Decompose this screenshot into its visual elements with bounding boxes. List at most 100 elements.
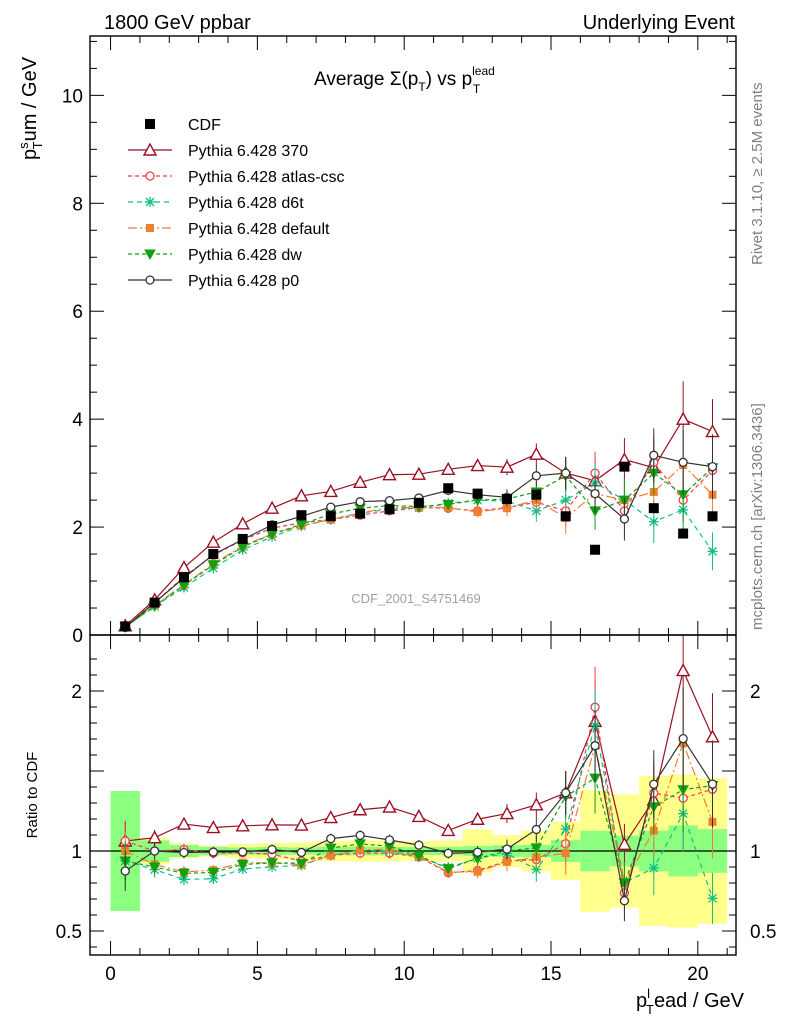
series-0-ratio-point (529, 797, 544, 811)
cdf-point (296, 510, 307, 521)
series-5-point (590, 488, 600, 499)
series-0-point (294, 488, 309, 502)
series-5-ratio-point (267, 844, 277, 855)
legend-label: Pythia 6.428 d6t (188, 195, 304, 212)
series-2-ratio-point (648, 863, 659, 874)
legend-marker-stroke (145, 197, 155, 207)
analysis-watermark: CDF_2001_S4751469 (351, 591, 480, 606)
series-4-ratio-point (266, 858, 278, 869)
series-4-ratio-point (413, 851, 425, 862)
cdf-point (443, 483, 454, 494)
legend-label: Pythia 6.428 default (188, 221, 330, 238)
ytick-label: 2 (72, 518, 83, 539)
series-3-ratio-point (326, 851, 335, 860)
series-0-ratio-point (675, 663, 691, 677)
series-2-point (560, 495, 571, 506)
ytick-label: 10 (62, 86, 83, 107)
series-3-point (502, 504, 511, 513)
series-5-ratio-point (619, 896, 630, 906)
series-5-ratio-point (472, 847, 483, 857)
header-right: Underlying Event (583, 12, 736, 34)
series-0-ratio-point (176, 816, 192, 830)
legend-marker (145, 197, 155, 207)
series-4-ratio-point (295, 858, 308, 870)
legend-label: Pythia 6.428 atlas-csc (188, 169, 345, 186)
series-5-ratio-point (149, 846, 160, 856)
ratio-ytick-label-right: 0.5 (750, 922, 776, 943)
series-5-ratio-point (120, 866, 130, 876)
cdf-point (149, 597, 160, 608)
series-5-ratio-point (179, 847, 189, 858)
series-0-ratio-point (206, 820, 221, 834)
ratio-frame (89, 634, 737, 956)
series-5-point (355, 497, 365, 507)
xtick-label: 10 (394, 964, 415, 985)
series-5-ratio-point (296, 847, 307, 858)
series-5-point (678, 457, 688, 467)
series-4-ratio-point (148, 862, 161, 874)
series-4-ratio-point (442, 864, 455, 875)
xtick-label: 20 (687, 964, 708, 985)
series-0-ratio-point (235, 818, 250, 832)
legend-marker (142, 142, 158, 156)
series-4-ratio-point (236, 859, 249, 871)
main-series-layer (118, 381, 720, 633)
series-0-ratio-point (617, 836, 632, 851)
series-5-ratio-point (326, 833, 336, 844)
cdf-point (531, 489, 542, 500)
legend-item-series-1: Pythia 6.428 atlas-csc (128, 169, 345, 186)
cdf-point (472, 488, 483, 499)
series-5-ratio-point (707, 779, 718, 789)
cdf-point (237, 533, 248, 544)
series-4-ratio-point (207, 867, 220, 879)
series-5-ratio-point (649, 779, 659, 789)
series-5-point (384, 495, 395, 506)
rivet-label: Rivet 3.1.10, ≥ 2.5M events (749, 83, 766, 266)
series-0-point (352, 474, 368, 488)
series-2-point-stroke (649, 517, 659, 527)
axes-frame: 0 5 10 15 20 0 2 4 6 8 10 0.5 0.5 1 1 2 2 (56, 35, 776, 985)
xlabel: pl Tead / GeV (636, 986, 745, 1017)
series-4-point (207, 560, 220, 571)
series-0-ratio-point (294, 817, 309, 831)
series-0-ratio-point (264, 817, 280, 831)
cdf-point (413, 497, 424, 508)
legend-label-cdf: CDF (188, 117, 221, 134)
series-0-point (441, 461, 456, 476)
cdf-point (355, 508, 366, 519)
cdf-data-points (120, 461, 718, 632)
series-4-ratio-point (324, 843, 337, 855)
cdf-point (648, 503, 659, 514)
ratio-ytick-label: 1 (71, 842, 82, 863)
series-4-ratio-point (530, 843, 543, 854)
series-0-point (206, 534, 221, 548)
ratio-ytick-label-right: 1 (750, 842, 761, 863)
legend-item-series-0: Pythia 6.428 370 (128, 142, 308, 160)
series-3-ratio-point (473, 867, 482, 876)
series-2-ratio-point-stroke (208, 874, 218, 884)
legend: CDF Pythia 6.428 370 Pythia 6.428 atlas-cs… (128, 117, 345, 290)
series-2-ratio-point (707, 893, 718, 904)
legend-marker (145, 171, 155, 181)
cdf-point (267, 520, 278, 531)
series-5-ratio-point (590, 741, 600, 751)
series-0-point (529, 446, 544, 460)
series-5-ratio-point (531, 824, 541, 835)
header-left: 1800 GeV ppbar (104, 12, 251, 34)
series-0-point (470, 458, 485, 472)
series-3-ratio-point (356, 846, 365, 855)
series-0-ratio-point (499, 806, 515, 820)
series-5-ratio-point (561, 788, 571, 798)
cdf-point (619, 461, 630, 472)
legend-label: Pythia 6.428 370 (188, 143, 308, 160)
legend-label: Pythia 6.428 p0 (188, 273, 299, 290)
cdf-point (678, 528, 689, 539)
ratio-ytick-label-right: 2 (750, 682, 761, 703)
legend-marker (146, 224, 154, 232)
series-0-point (323, 483, 338, 498)
series-0-ratio-point (441, 822, 456, 837)
legend-item-series-5: Pythia 6.428 p0 (128, 273, 299, 290)
series-5-point (561, 468, 571, 478)
legend-marker-cdf (145, 119, 155, 129)
series-2-point-stroke (561, 495, 571, 505)
